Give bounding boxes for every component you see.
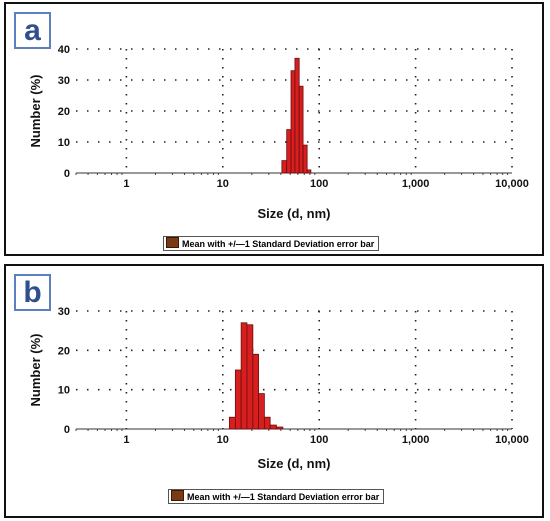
x-tick-label: 100 [310, 178, 328, 190]
x-tick-label: 1 [123, 434, 129, 446]
x-tick-label: 1 [123, 178, 129, 190]
y-axis-title: Number (%) [28, 334, 43, 407]
legend-b: Mean with +/—1 Standard Deviation error … [168, 489, 385, 504]
histogram-bar [263, 416, 271, 430]
y-tick-label: 20 [58, 345, 70, 357]
panel-a: a 0 10 20 30 40 1 10 100 1,000 10,000 Size (d, nm)… [4, 2, 544, 256]
histogram-bar [290, 70, 296, 174]
histogram-bar [228, 416, 236, 430]
x-tick-label: 10 [217, 434, 229, 446]
x-tick-label: 10 [217, 178, 229, 190]
histogram-bar [302, 144, 308, 174]
histogram-bar [234, 369, 242, 430]
x-tick-label: 1,000 [402, 434, 430, 446]
panel-label-a: a [14, 12, 51, 49]
x-tick-label: 10,000 [495, 178, 529, 190]
histogram-bar [281, 160, 288, 174]
y-axis-title: Number (%) [28, 75, 43, 148]
x-tick-label: 1,000 [402, 178, 430, 190]
histogram-bar [258, 393, 265, 430]
legend-text-a: Mean with +/—1 Standard Deviation error … [182, 239, 375, 249]
histogram-b: 0 10 20 30 1 10 100 1,000 10,000 Size (d, nm) Numb… [28, 306, 529, 471]
y-tick-label: 0 [64, 168, 70, 180]
x-axis-title: Size (d, nm) [258, 456, 331, 471]
y-tick-label: 30 [58, 306, 70, 318]
histogram-bar [246, 324, 254, 430]
y-tick-label: 30 [58, 75, 70, 87]
histogram-bar [298, 85, 304, 174]
legend-text-b: Mean with +/—1 Standard Deviation error … [187, 492, 380, 502]
x-axis-title: Size (d, nm) [258, 206, 331, 221]
histogram-bar [240, 322, 248, 430]
histogram-bar [306, 169, 312, 174]
y-tick-label: 20 [58, 106, 70, 118]
histogram-bar [269, 424, 277, 430]
legend-swatch-a [166, 237, 179, 248]
panel-b: b 0 10 20 30 1 10 100 1,000 10,000 Size (d, nm) Nu… [4, 264, 544, 518]
x-tick-label: 100 [310, 434, 328, 446]
panel-label-b: b [14, 274, 51, 311]
y-tick-label: 10 [58, 137, 70, 149]
x-tick-label: 10,000 [495, 434, 529, 446]
histogram-bar [286, 129, 292, 174]
legend-swatch-b [171, 490, 184, 501]
histogram-bar [294, 57, 300, 174]
y-tick-label: 40 [58, 44, 70, 56]
histogram-a: 0 10 20 30 40 1 10 100 1,000 10,000 Size (d, nm) Nu… [28, 44, 529, 221]
y-tick-label: 0 [64, 424, 70, 436]
histogram-bar [252, 353, 259, 430]
legend-a: Mean with +/—1 Standard Deviation error … [163, 236, 380, 251]
histogram-bar [276, 426, 284, 430]
y-tick-label: 10 [58, 385, 70, 397]
